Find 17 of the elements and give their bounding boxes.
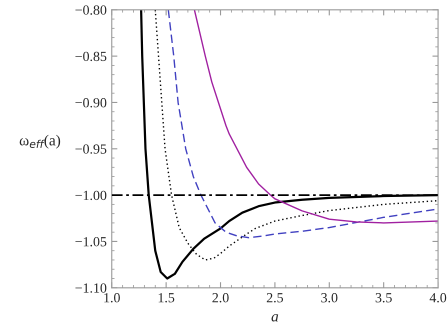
y-tick-label: −1.10 — [75, 283, 106, 293]
x-axis-title: a — [272, 314, 278, 322]
y-tick-label: −0.85 — [75, 52, 106, 62]
y-tick-label: −0.80 — [75, 5, 106, 15]
x-tick-label: 4.0 — [430, 293, 446, 302]
x-tick-label: 1.0 — [104, 293, 120, 302]
x-tick-label: 2.0 — [212, 293, 229, 302]
x-tick-label: 3.0 — [321, 293, 338, 302]
y-tick-label: −1.00 — [75, 190, 106, 200]
y-tick-label: −1.05 — [75, 237, 106, 246]
y-axis-title: ω$_{eff}$(a) — [20, 134, 60, 149]
x-tick-label: 1.5 — [158, 293, 174, 302]
y-tick-label: −0.90 — [75, 98, 106, 108]
x-tick-label: 3.5 — [376, 293, 392, 302]
y-tick-label: −0.95 — [75, 144, 106, 154]
line-series — [194, 10, 438, 224]
x-tick-label: 2.5 — [266, 293, 284, 302]
